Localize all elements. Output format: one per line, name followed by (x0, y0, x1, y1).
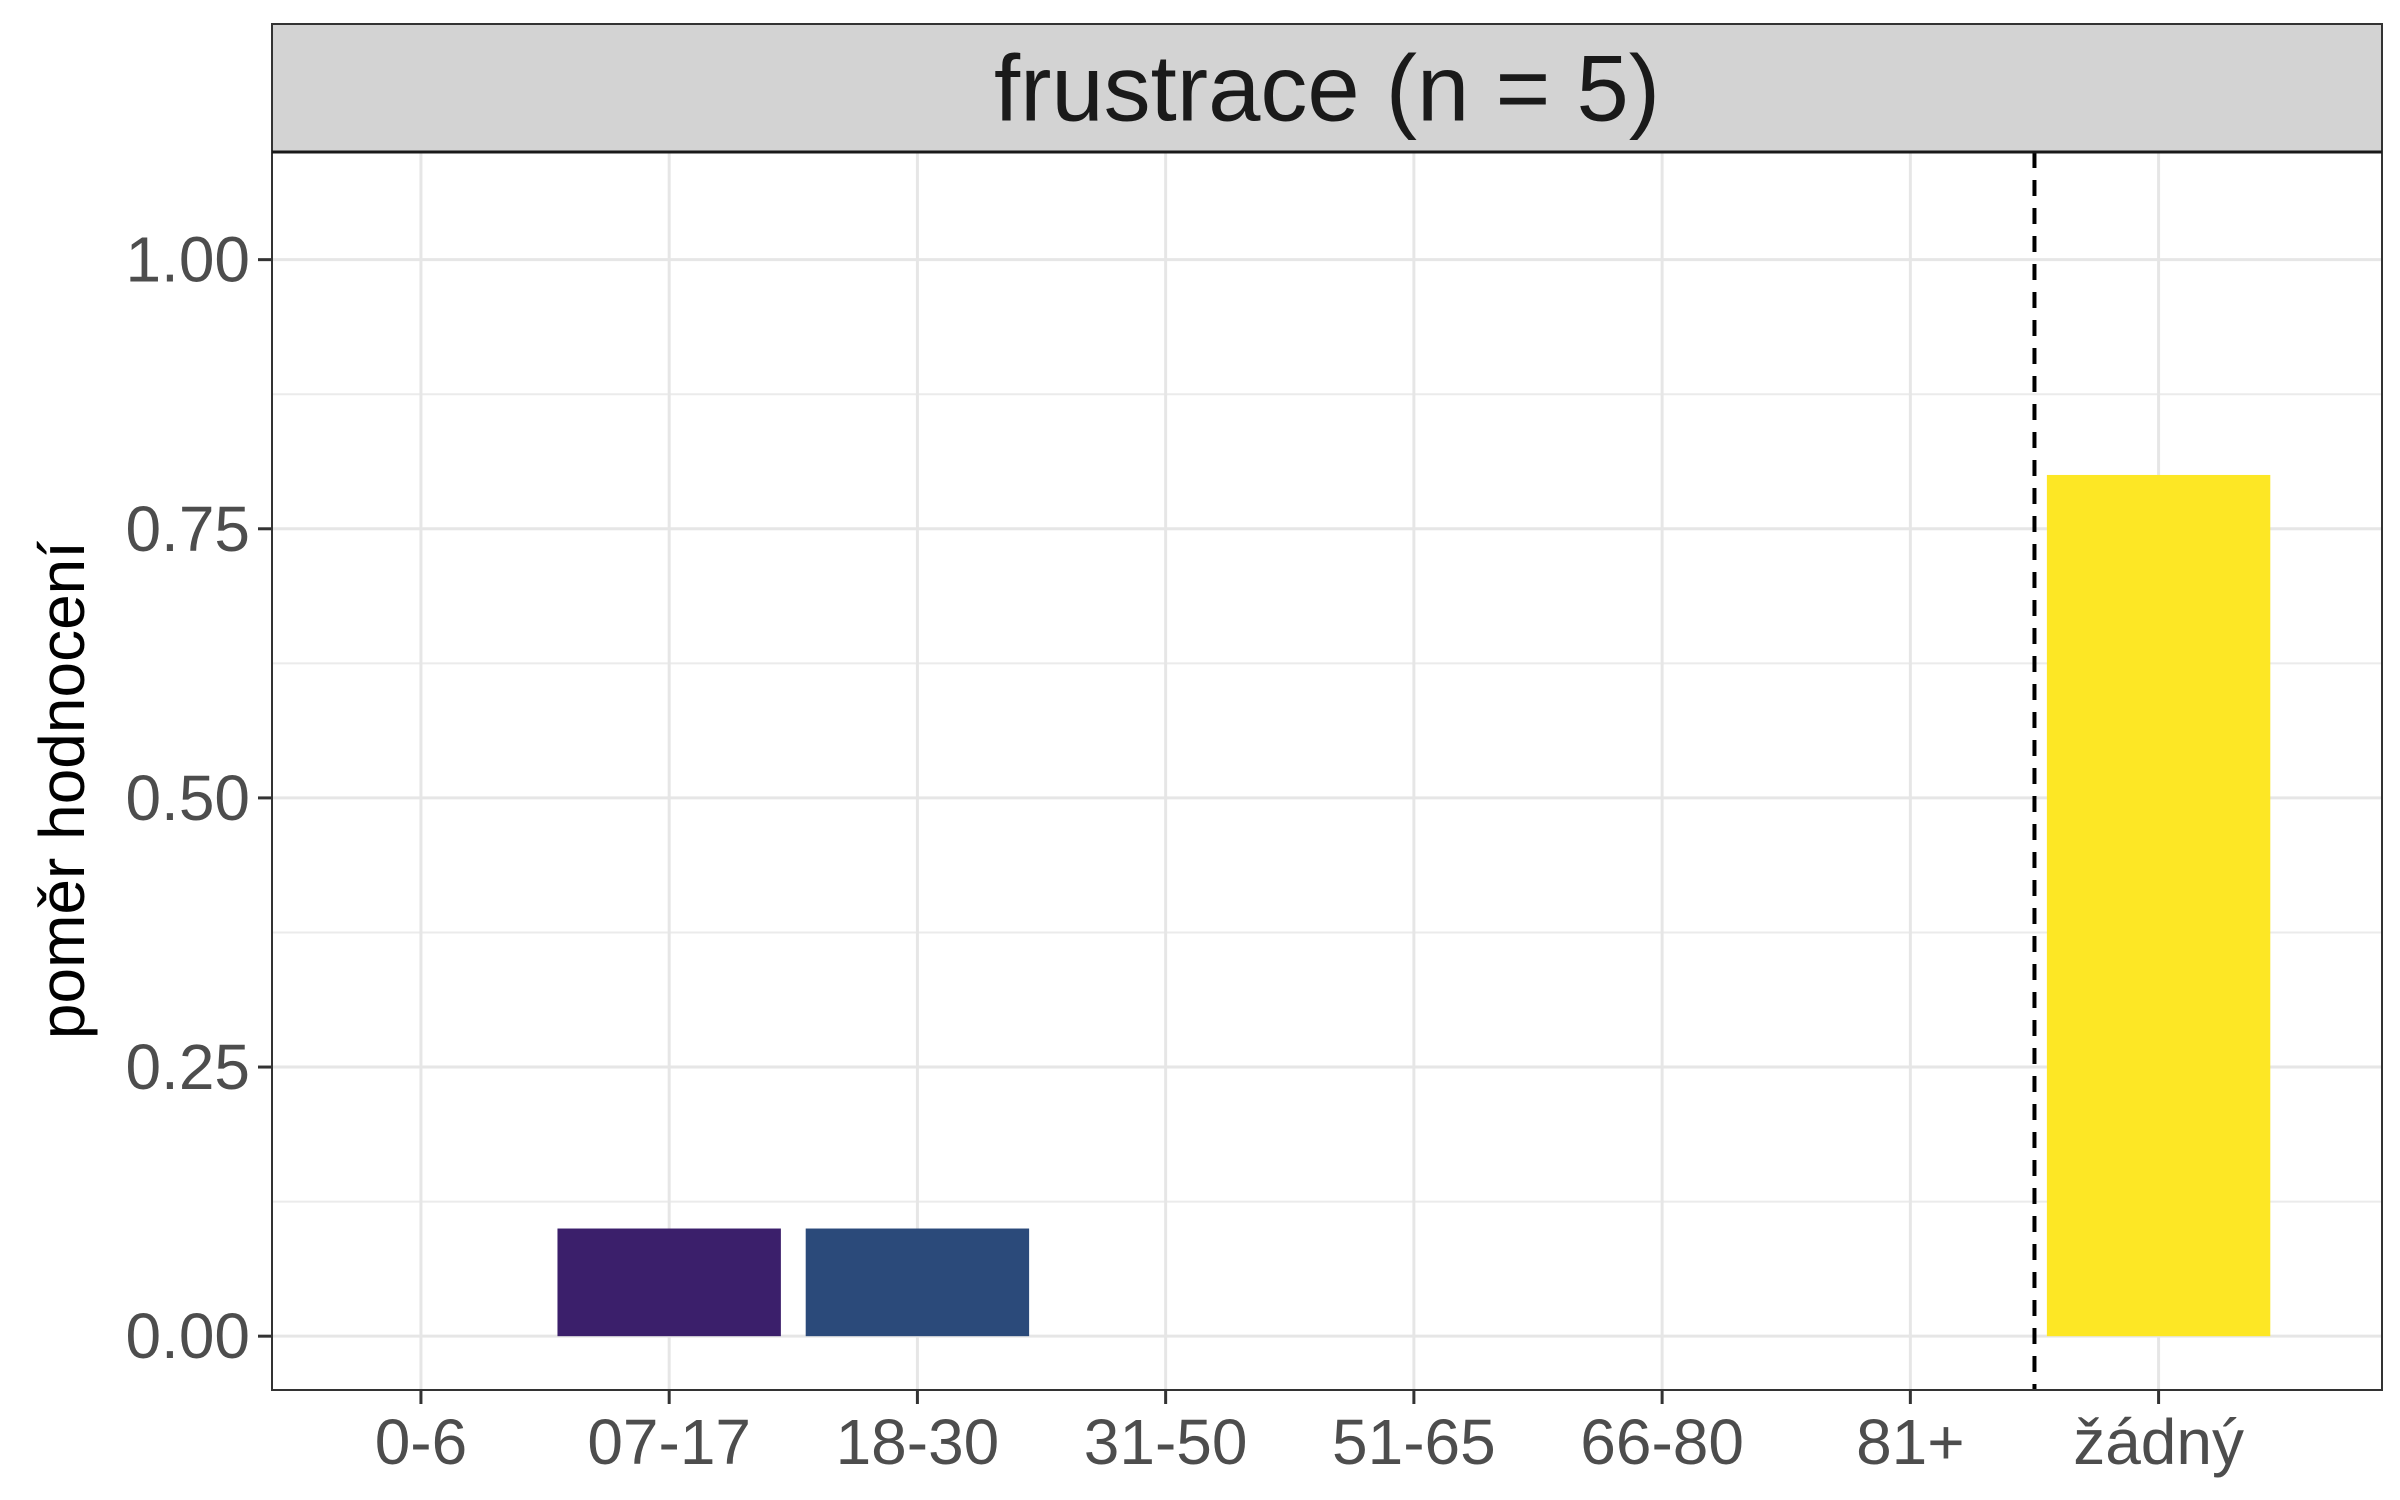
y-tick-label: 0.00 (125, 1300, 250, 1372)
bar-18-30 (805, 1228, 1030, 1337)
facet-strip (271, 23, 2383, 153)
y-tick-label: 1.00 (125, 224, 250, 296)
y-axis-title: poměr hodnocení (26, 541, 98, 1039)
x-tick-label: 81+ (1856, 1406, 1965, 1478)
facet-title: frustrace (n = 5) (994, 36, 1660, 141)
bar-07-17 (557, 1228, 781, 1337)
y-tick-label: 0.75 (125, 493, 250, 565)
y-tick-label: 0.50 (125, 762, 250, 834)
x-tick-label: 0-6 (375, 1406, 468, 1478)
panel-background (272, 152, 2382, 1390)
x-tick-label: žádný (2073, 1406, 2244, 1478)
gridlines (272, 152, 2382, 1390)
x-tick-label: 07-17 (587, 1406, 751, 1478)
x-tick-label: 18-30 (836, 1406, 1000, 1478)
y-tick-label: 0.25 (125, 1031, 250, 1103)
y-axis: 0.00 0.25 0.50 0.75 1.00 (125, 224, 272, 1372)
x-tick-label: 66-80 (1580, 1406, 1744, 1478)
x-axis: 0-6 07-17 18-30 31-50 51-65 66-80 81+ žádný (375, 1390, 2244, 1478)
x-tick-label: 51-65 (1332, 1406, 1496, 1478)
bar-žádný (2046, 474, 2271, 1337)
x-tick-label: 31-50 (1084, 1406, 1248, 1478)
bars (557, 474, 2271, 1337)
